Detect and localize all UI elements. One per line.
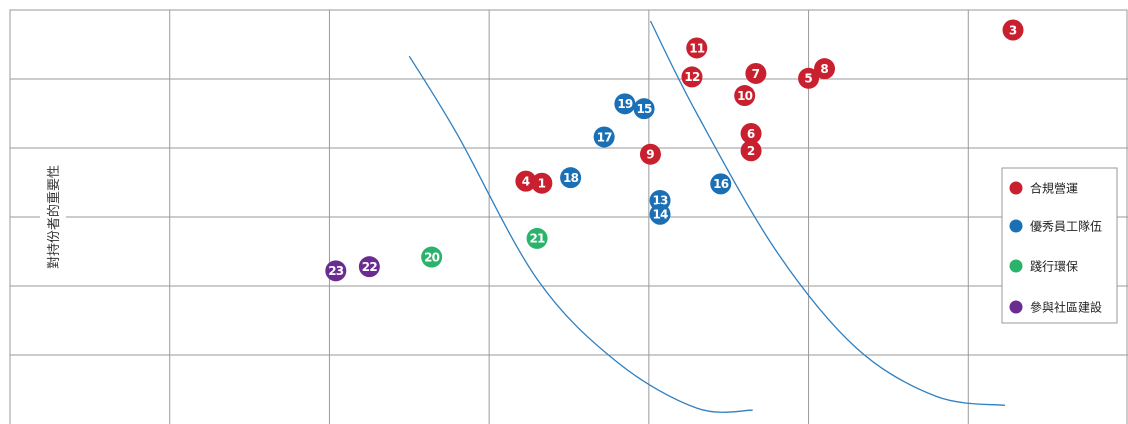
data-point-label: 3 [1009,23,1017,37]
legend-marker [1009,181,1023,195]
data-point-label: 2 [747,144,755,158]
data-point-marker [531,172,553,194]
data-point-10: 10 [734,85,756,107]
data-point-2: 2 [740,140,762,162]
legend-label: 優秀員工隊伍 [1030,219,1102,234]
data-point-marker [358,256,380,278]
data-point-8: 8 [814,58,836,80]
data-point-marker [614,93,636,115]
data-point-21: 21 [526,227,548,249]
legend-box [1001,167,1118,324]
data-point-label: 18 [563,171,579,185]
data-point-6: 6 [740,123,762,145]
data-point-label: 9 [646,148,654,162]
data-point-marker [515,170,537,192]
data-point-marker [734,85,756,107]
legend-label: 參與社區建設 [1030,300,1102,315]
data-point-marker [593,126,615,148]
data-point-label: 8 [820,62,828,76]
data-point-label: 11 [689,41,705,55]
data-point-label: 6 [747,127,755,141]
data-point-marker [745,62,767,84]
grid-border [9,9,1128,424]
data-point-label: 19 [617,97,633,111]
data-point-marker [740,140,762,162]
data-point-label: 23 [328,264,344,278]
data-point-label: 16 [713,177,729,191]
data-point-marker [633,98,655,120]
data-point-16: 16 [710,173,732,195]
legend-item: 參與社區建設 [1009,300,1102,315]
threshold-curve-1 [408,55,753,413]
data-point-11: 11 [686,37,708,59]
data-point-label: 1 [538,176,546,190]
legend-item: 踐行環保 [1009,259,1078,274]
data-point-marker [560,167,582,189]
data-point-label: 17 [597,130,613,144]
data-point-marker [421,246,443,268]
data-point-4: 4 [515,170,537,192]
legend-marker [1009,259,1023,273]
data-point-marker [798,67,820,89]
data-point-17: 17 [593,126,615,148]
data-point-14: 14 [649,203,671,225]
data-point-20: 20 [421,246,443,268]
data-point-label: 13 [652,194,668,208]
data-point-23: 23 [325,260,347,282]
data-point-7: 7 [745,62,767,84]
data-point-label: 10 [737,89,753,103]
grid [9,9,1128,424]
legend-item: 合規營運 [1009,181,1078,196]
data-point-label: 7 [752,67,760,81]
data-point-marker [686,37,708,59]
data-point-marker [649,203,671,225]
data-point-9: 9 [639,143,661,165]
legend-marker [1009,219,1023,233]
data-point-3: 3 [1002,19,1024,41]
data-point-22: 22 [358,256,380,278]
legend-marker [1009,300,1023,314]
legend-label: 合規營運 [1030,181,1078,196]
data-point-15: 15 [633,98,655,120]
y-axis-label: 對持份者的重要性 [46,165,62,269]
data-point-marker [325,260,347,282]
data-point-label: 22 [362,260,378,274]
data-point-label: 4 [522,174,530,188]
data-point-18: 18 [560,167,582,189]
data-point-19: 19 [614,93,636,115]
data-point-12: 12 [681,66,703,88]
data-point-marker [639,143,661,165]
data-point-marker [681,66,703,88]
data-point-1: 1 [531,172,553,194]
data-point-marker [814,58,836,80]
y-axis-label-background [40,150,66,284]
data-point-label: 5 [804,72,812,86]
legend-item: 優秀員工隊伍 [1009,219,1102,234]
data-point-label: 20 [424,250,440,264]
data-point-label: 14 [652,208,668,222]
data-point-marker [1002,19,1024,41]
data-point-label: 12 [684,70,700,84]
data-point-5: 5 [798,67,820,89]
threshold-curve-2 [649,20,1006,407]
data-point-label: 15 [637,102,653,116]
data-point-marker [710,173,732,195]
data-point-marker [526,227,548,249]
threshold-curves [408,20,1006,413]
data-point-marker [740,123,762,145]
legend-label: 踐行環保 [1030,259,1078,274]
data-point-label: 21 [530,232,546,246]
